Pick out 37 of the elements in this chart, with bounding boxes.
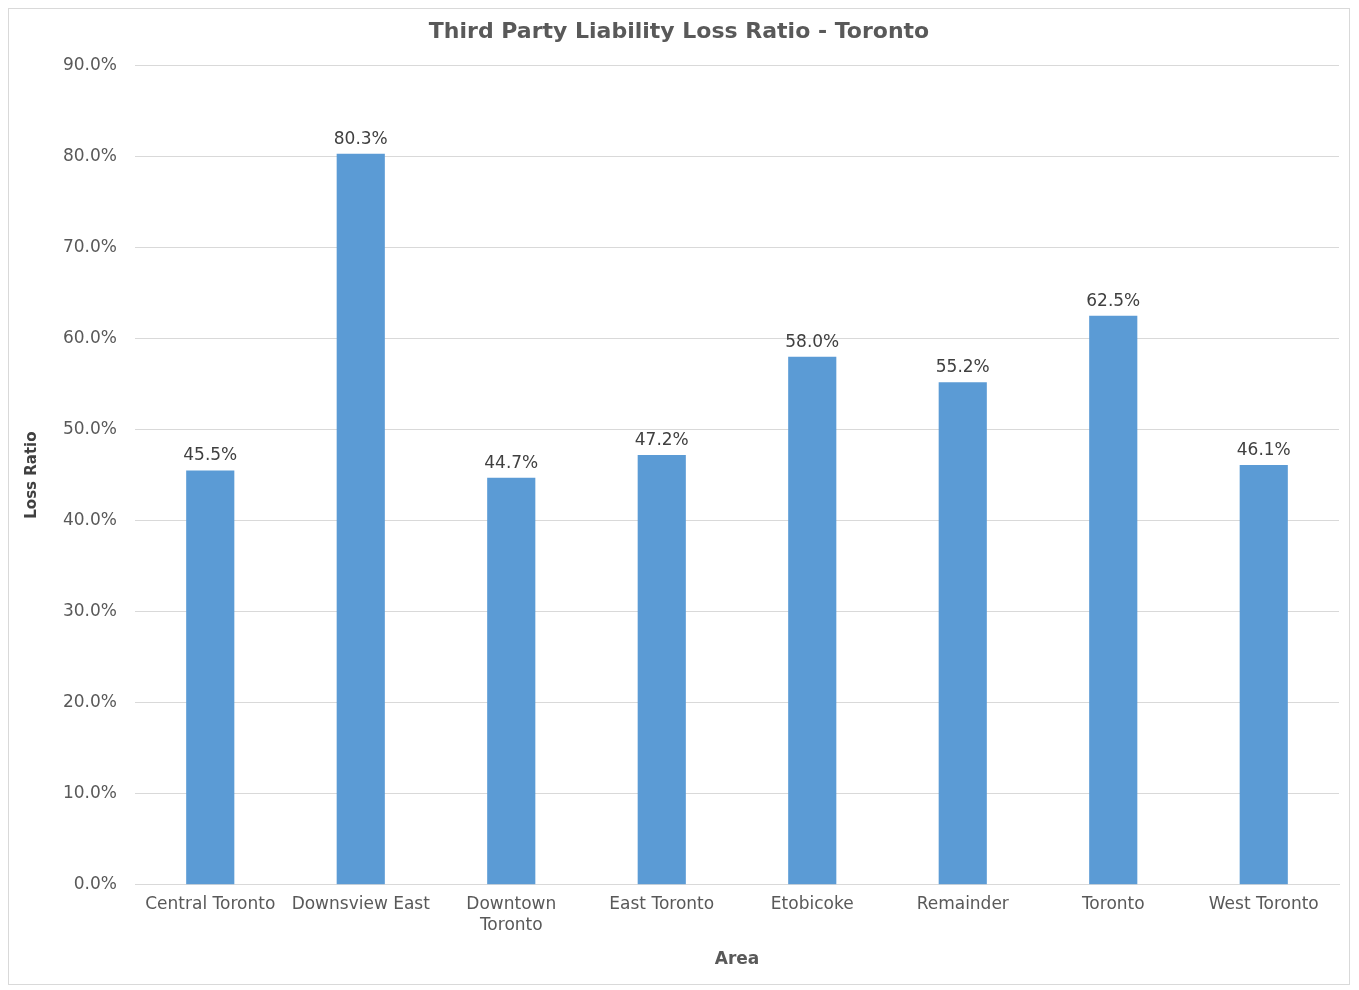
data-label: 55.2% bbox=[935, 356, 990, 377]
x-axis-title: Area bbox=[714, 948, 760, 969]
bar bbox=[336, 153, 385, 885]
bar bbox=[1239, 465, 1288, 885]
bar bbox=[487, 477, 536, 885]
x-tick-label: Downtown Toronto bbox=[466, 893, 557, 934]
y-tick-label: 30.0% bbox=[62, 600, 117, 621]
bar bbox=[1089, 315, 1138, 885]
x-tick-label: West Toronto bbox=[1208, 893, 1319, 914]
y-axis-title: Loss Ratio bbox=[21, 431, 40, 519]
bar bbox=[788, 356, 837, 885]
x-tick-label: Central Toronto bbox=[145, 893, 276, 914]
data-label: 80.3% bbox=[333, 127, 388, 148]
chart-title: Third Party Liability Loss Ratio - Toronto bbox=[428, 17, 930, 43]
y-tick-label: 70.0% bbox=[62, 235, 117, 256]
bar bbox=[637, 455, 686, 885]
y-tick-label: 60.0% bbox=[62, 326, 117, 347]
data-label: 47.2% bbox=[634, 428, 689, 449]
y-tick-label: 50.0% bbox=[62, 418, 117, 438]
y-tick-label: 40.0% bbox=[62, 509, 117, 530]
bar bbox=[938, 382, 987, 885]
y-tick-label: 20.0% bbox=[62, 691, 117, 712]
x-tick-label: Downsview East bbox=[291, 893, 431, 914]
y-tick-label: 0.0% bbox=[73, 873, 117, 894]
x-tick-label: Toronto bbox=[1080, 893, 1145, 914]
y-tick-label: 90.0% bbox=[62, 53, 117, 74]
y-tick-label: 10.0% bbox=[62, 782, 117, 803]
x-tick-label: Etobicoke bbox=[770, 893, 854, 914]
x-tick-label: Remainder bbox=[916, 893, 1009, 914]
data-label: 44.7% bbox=[484, 451, 539, 472]
x-tick-label: East Toronto bbox=[609, 893, 715, 914]
bar bbox=[186, 470, 235, 885]
y-tick-label: 80.0% bbox=[62, 144, 117, 165]
data-label: 45.5% bbox=[183, 444, 238, 465]
data-label: 62.5% bbox=[1086, 289, 1141, 310]
data-label: 46.1% bbox=[1236, 439, 1291, 460]
data-label: 58.0% bbox=[785, 330, 840, 351]
